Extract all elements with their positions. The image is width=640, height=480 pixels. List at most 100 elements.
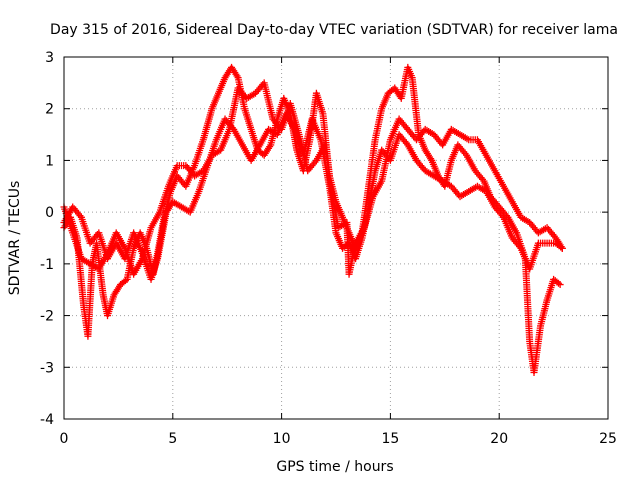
data-point-fill [313, 91, 326, 116]
data-point-fill [386, 85, 397, 96]
data-point-fill [405, 143, 419, 162]
x-tick-label: 0 [60, 431, 69, 447]
data-point-fill [501, 184, 515, 204]
data-point [558, 244, 566, 252]
data-point-fill [122, 246, 137, 276]
data-point-fill [509, 200, 524, 219]
data-point-fill [154, 210, 170, 261]
data-point-fill [387, 133, 402, 162]
data-point-fill [321, 143, 335, 193]
data-point-fill [139, 226, 154, 261]
data-point-fill [449, 126, 462, 138]
data-point-fill [156, 184, 172, 214]
y-tick-label: -2 [40, 309, 54, 325]
data-point-fill [372, 107, 385, 142]
data-point-fill [365, 138, 379, 188]
data-point-fill [440, 178, 454, 189]
data-point-fill [104, 293, 117, 318]
data-point-fill [88, 261, 101, 272]
data-point-fill [287, 102, 302, 137]
data-point-fill [309, 117, 324, 142]
data-point-fill [414, 158, 428, 173]
data-point-fill [210, 147, 223, 158]
data-point-fill [111, 282, 123, 297]
data-point-fill [84, 262, 96, 338]
y-tick-label: 3 [45, 50, 54, 66]
data-point-fill [519, 214, 532, 225]
data-point-fill [475, 138, 489, 157]
data-point-fill [397, 132, 410, 147]
data-point-fill [378, 138, 394, 183]
data-point-fill [336, 220, 349, 231]
data-point-fill [397, 117, 410, 132]
data-point-fill [61, 205, 76, 235]
data-point-fill [96, 251, 110, 271]
data-point-fill [131, 257, 145, 276]
data-point-fill [148, 257, 161, 281]
data-point-fill [305, 158, 319, 173]
data-point-fill [526, 241, 542, 271]
data-point-fill [429, 158, 441, 178]
data-point-fill [78, 215, 93, 245]
chart-title: Day 315 of 2016, Sidereal Day-to-day VTE… [50, 22, 618, 38]
data-point-fill [440, 127, 454, 147]
data-point-fill [209, 91, 222, 111]
data-point-fill [236, 86, 249, 101]
x-tick-label: 5 [168, 431, 177, 447]
data-point-fill [551, 277, 562, 287]
y-axis-label: SDTVAR / TECUs [7, 181, 23, 296]
data-point-fill [226, 86, 242, 131]
data-point-fill [537, 298, 551, 328]
data-point-fill [163, 200, 176, 214]
data-point-fill [492, 169, 506, 188]
data-point-fill [455, 143, 469, 158]
data-point-fill [483, 153, 498, 173]
data-point-fill [229, 65, 241, 80]
data-point-fill [261, 143, 274, 158]
data-point-fill [497, 205, 510, 220]
data-point-fill [266, 126, 280, 138]
x-tick-label: 25 [599, 431, 617, 447]
data-point-fill [261, 81, 276, 121]
data-point-fill [257, 127, 271, 147]
data-point-fill [423, 126, 436, 138]
data-point-fill [458, 132, 471, 143]
data-point-fill [483, 189, 498, 209]
data-point-fill [165, 164, 180, 188]
data-point-fill [191, 138, 207, 167]
y-tick-label: -4 [40, 412, 54, 428]
data-point-fill [408, 76, 422, 136]
data-point-fill [70, 205, 84, 220]
data-point-fill [346, 241, 359, 276]
data-point-fill [113, 231, 128, 250]
data-point-fill [475, 183, 488, 194]
data-point-fill [175, 162, 188, 170]
data-point-fill [179, 204, 192, 215]
data-point-fill [530, 324, 544, 374]
data-point-fill [248, 143, 263, 162]
data-point-fill [187, 190, 202, 214]
data-point-fill [171, 199, 184, 210]
x-tick-label: 10 [273, 431, 291, 447]
data-point-fill [118, 277, 129, 287]
data-point-fill [328, 190, 342, 230]
series-trace-2 [60, 110, 566, 283]
data-point-fill [536, 225, 549, 236]
data-point-fill [192, 168, 206, 179]
data-point-fill [379, 91, 391, 111]
data-point-fill [521, 257, 534, 343]
plot-border [63, 56, 609, 420]
data-point-fill [196, 164, 211, 193]
data-point-fill [510, 236, 524, 251]
y-tick-label: -1 [40, 257, 54, 273]
x-tick-label: 15 [381, 431, 399, 447]
data-point-fill [73, 236, 87, 307]
data-point-fill [467, 136, 479, 144]
data-point-fill [183, 163, 197, 178]
data-point-fill [245, 90, 258, 101]
data-point-fill [500, 215, 515, 240]
data-point-fill [432, 173, 445, 184]
data-point-fill [527, 220, 541, 235]
data-point-fill [422, 148, 435, 163]
data-point-fill [361, 195, 376, 230]
